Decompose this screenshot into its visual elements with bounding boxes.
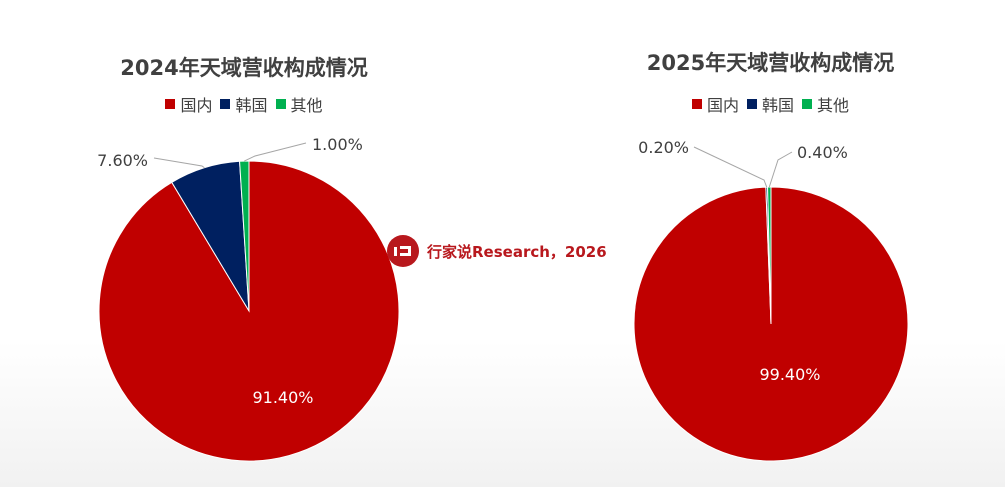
data-label-korea: 0.20% <box>638 138 689 157</box>
leader-line-korea <box>693 146 768 188</box>
leader-line-other <box>768 151 793 188</box>
legend-swatch-other <box>275 99 286 109</box>
legend-item-domestic: 国内 <box>165 92 212 116</box>
legend-item-other: 其他 <box>275 92 323 116</box>
legend-swatch-domestic <box>691 99 702 109</box>
pie-slice-other <box>239 160 250 312</box>
legend-label: 韩国 <box>235 96 268 115</box>
chart-2024: 2024年天域营收构成情况 国内 韩国 其他 91.40% 7.60% 1.00% <box>0 0 500 487</box>
legend-item-korea: 韩国 <box>746 92 794 116</box>
data-label-other: 1.00% <box>312 135 363 154</box>
legend-label: 韩国 <box>761 96 794 115</box>
chart-2025: 2025年天域营收构成情况 国内 韩国 其他 99.40% 0.20% 0.40% <box>500 0 1005 487</box>
watermark-text: 行家说Research，2026 <box>427 242 607 261</box>
legend-label: 国内 <box>180 96 213 115</box>
data-label-other: 0.40% <box>797 143 848 162</box>
watermark: 行家说Research，2026 <box>387 234 607 268</box>
legend-label: 其他 <box>290 96 323 115</box>
legend-swatch-other <box>802 99 812 109</box>
pie-chart-2024: 91.40% 7.60% 1.00% <box>97 135 400 462</box>
data-label-korea: 7.60% <box>97 151 148 170</box>
leader-line-korea <box>153 157 205 169</box>
legend-swatch-korea <box>220 99 231 109</box>
data-label-domestic: 99.40% <box>759 365 820 384</box>
chart-legend: 国内 韩国 其他 <box>0 92 488 116</box>
hangjiashuo-logo-icon <box>387 235 419 267</box>
legend-item-other: 其他 <box>802 92 849 116</box>
legend-label: 其他 <box>817 96 850 115</box>
pie-chart-2025: 99.40% 0.20% 0.40% <box>633 138 909 462</box>
legend-label: 国内 <box>706 96 739 115</box>
legend-swatch-korea <box>746 99 757 109</box>
legend-swatch-domestic <box>165 99 176 109</box>
legend-item-korea: 韩国 <box>220 92 268 116</box>
chart-legend: 国内 韩国 其他 <box>500 92 1005 116</box>
data-label-domestic: 91.40% <box>252 388 313 407</box>
chart-title: 2024年天域营收构成情况 <box>120 56 368 80</box>
leader-line-other <box>244 142 307 162</box>
chart-title: 2025年天域营收构成情况 <box>646 51 895 75</box>
legend-item-domestic: 国内 <box>691 92 739 116</box>
